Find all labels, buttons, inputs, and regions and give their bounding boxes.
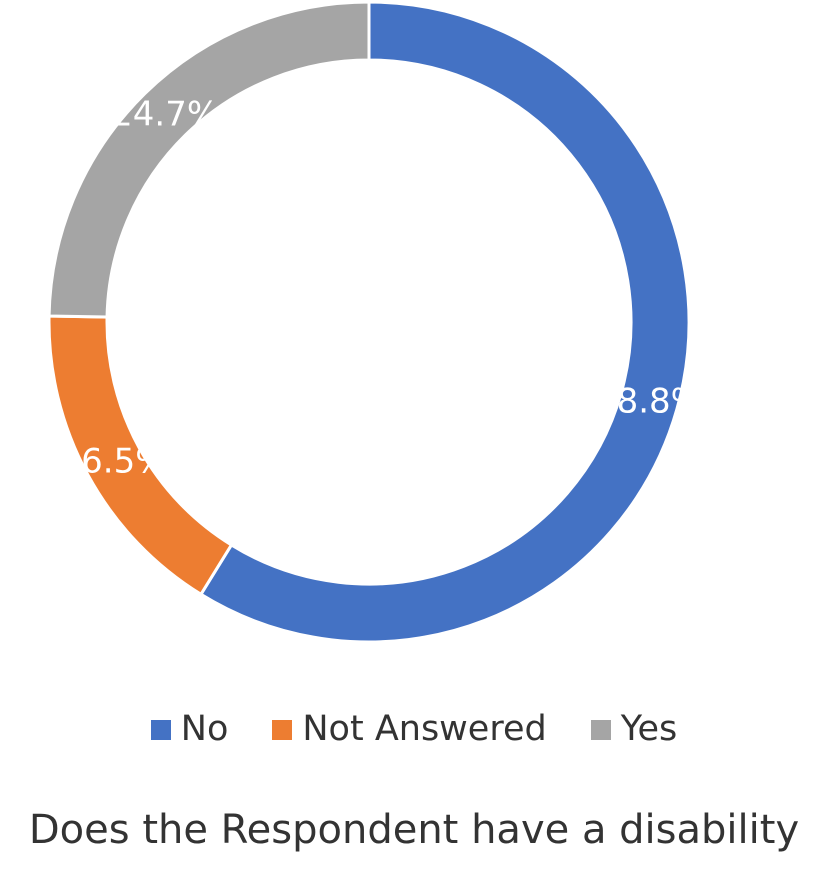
- legend: No Not Answered Yes: [0, 712, 828, 747]
- legend-label-no: No: [180, 709, 229, 749]
- slice-label-no: 58.8%: [595, 381, 703, 421]
- slice-yes: [47, 0, 371, 319]
- slice-label-not-answered: 16.5%: [60, 441, 168, 481]
- legend-label-yes: Yes: [620, 709, 678, 749]
- legend-label-not-answered: Not Answered: [302, 709, 547, 749]
- legend-item-yes: Yes: [590, 709, 678, 749]
- donut-slices: [47, 0, 691, 644]
- legend-swatch-not-answered: [272, 719, 293, 740]
- chart-title: Does the Respondent have a disability: [28, 807, 800, 853]
- slice-labels: 58.8% 16.5% 24.7%: [60, 94, 703, 481]
- legend-item-no: No: [150, 709, 229, 749]
- legend-item-not-answered: Not Answered: [272, 709, 547, 749]
- slice-label-yes: 24.7%: [111, 94, 219, 134]
- legend-swatch-yes: [590, 719, 611, 740]
- slice-no: [198, 0, 691, 644]
- legend-swatch-no: [150, 719, 171, 740]
